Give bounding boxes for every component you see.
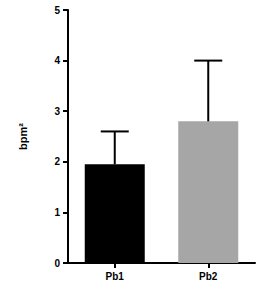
svg-text:Pb2: Pb2 — [199, 271, 218, 282]
svg-text:2: 2 — [54, 156, 60, 167]
svg-text:0: 0 — [54, 258, 60, 269]
svg-text:1: 1 — [54, 207, 60, 218]
svg-text:Pb1: Pb1 — [106, 271, 125, 282]
svg-text:4: 4 — [54, 55, 60, 66]
svg-text:5: 5 — [54, 5, 60, 16]
svg-text:bpm²: bpm² — [17, 123, 29, 150]
svg-text:3: 3 — [54, 106, 60, 117]
